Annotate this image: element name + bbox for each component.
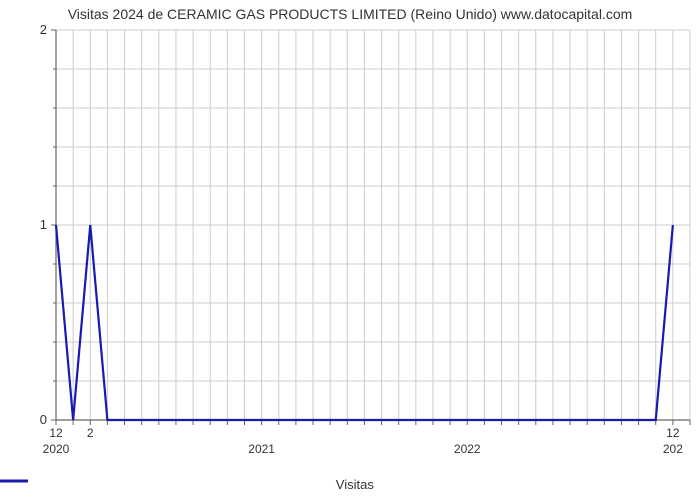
svg-text:2: 2 (40, 22, 47, 37)
svg-text:2021: 2021 (248, 442, 275, 456)
svg-text:0: 0 (40, 412, 47, 427)
legend-label: Visitas (336, 477, 374, 492)
legend: Visitas (0, 476, 700, 492)
svg-text:202: 202 (663, 442, 683, 456)
chart-svg: 01212212202020212022202 (0, 0, 700, 500)
svg-text:2: 2 (87, 426, 94, 440)
svg-text:2022: 2022 (454, 442, 481, 456)
svg-text:12: 12 (49, 426, 63, 440)
chart-container: Visitas 2024 de CERAMIC GAS PRODUCTS LIM… (0, 0, 700, 500)
svg-text:1: 1 (40, 217, 47, 232)
svg-text:12: 12 (666, 426, 680, 440)
svg-text:2020: 2020 (43, 442, 70, 456)
